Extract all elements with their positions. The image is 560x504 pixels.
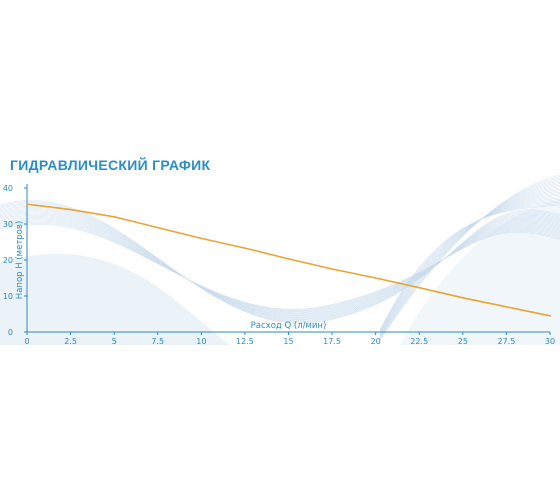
wave-shape xyxy=(0,253,230,345)
wave-line xyxy=(0,208,560,319)
y-axis-label: Напор Н (метров) xyxy=(15,221,25,299)
wave-line xyxy=(0,218,560,313)
data-point xyxy=(26,203,28,205)
data-point xyxy=(244,247,246,249)
chart-title: ГИДРАВЛИЧЕСКИЙ ГРАФИК xyxy=(10,157,211,173)
data-point xyxy=(505,306,508,308)
x-tick-label: 20 xyxy=(371,337,381,346)
data-point xyxy=(156,226,159,229)
wave-line xyxy=(0,209,560,319)
x-tick-label: 22.5 xyxy=(410,337,428,346)
y-tick-label: 40 xyxy=(3,184,13,193)
wave-line xyxy=(0,223,560,311)
data-point xyxy=(374,277,377,279)
y-tick-label: 10 xyxy=(3,292,13,301)
x-tick-label: 15 xyxy=(283,337,293,346)
y-tick-label: 0 xyxy=(8,328,13,337)
data-point xyxy=(113,216,115,218)
data-point xyxy=(418,286,421,289)
data-point xyxy=(287,258,290,260)
x-tick-label: 10 xyxy=(196,337,206,346)
x-tick-label: 7.5 xyxy=(151,337,164,346)
x-tick-label: 5 xyxy=(112,337,117,346)
wave-line xyxy=(0,221,560,311)
data-point xyxy=(331,268,333,270)
wave-line xyxy=(0,219,560,313)
background-wave-pattern xyxy=(0,174,560,345)
data-point xyxy=(549,315,551,317)
x-tick-label: 17.5 xyxy=(323,337,341,346)
wave-line xyxy=(0,207,560,320)
x-tick-label: 30 xyxy=(545,337,555,346)
x-axis-label: Расход Q (л/мин) xyxy=(251,321,327,331)
wave-line xyxy=(0,220,560,312)
data-point xyxy=(462,297,464,299)
data-point xyxy=(200,237,203,240)
wave-shape xyxy=(400,200,560,345)
x-tick-label: 0 xyxy=(24,337,29,346)
y-tick-label: 30 xyxy=(3,220,13,229)
x-tick-label: 25 xyxy=(458,337,468,346)
wave-line xyxy=(379,204,560,331)
x-tick-label: 12.5 xyxy=(236,337,254,346)
x-tick-label: 2.5 xyxy=(64,337,77,346)
y-tick-label: 20 xyxy=(3,256,13,265)
x-tick-label: 27.5 xyxy=(498,337,516,346)
wave-line xyxy=(0,224,560,310)
data-point xyxy=(69,208,72,211)
